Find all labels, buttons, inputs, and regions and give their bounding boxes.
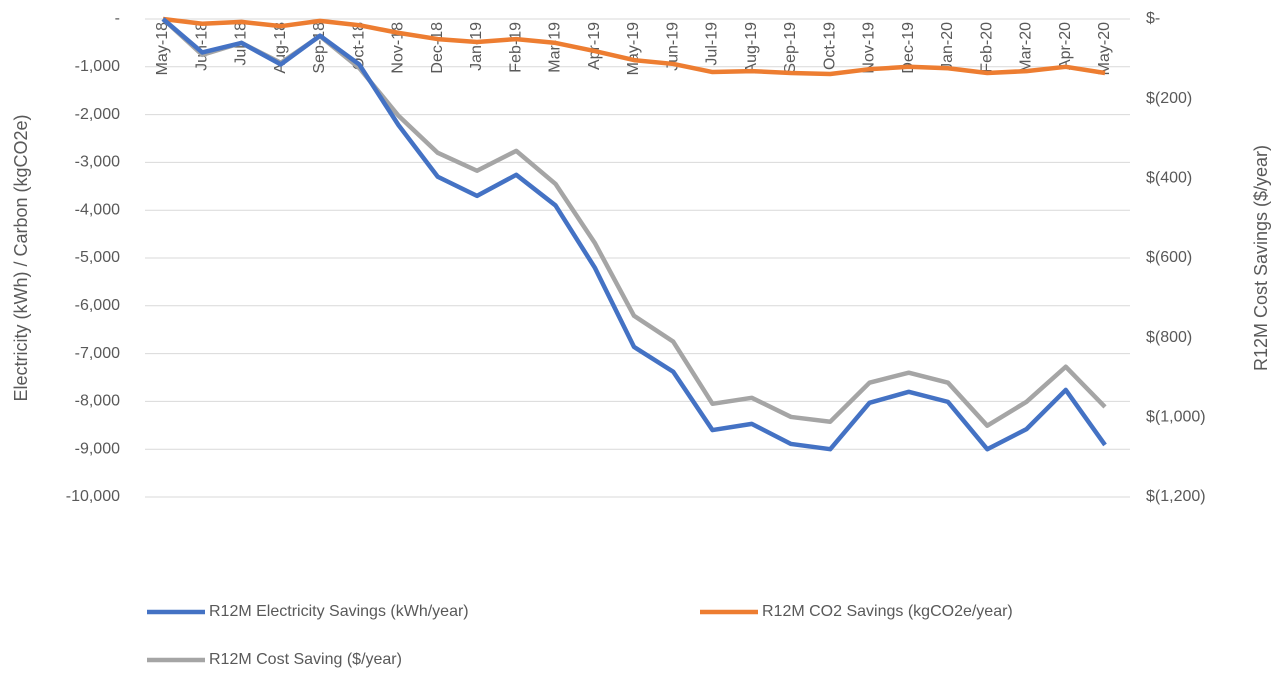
y2-tick-label: $(600) xyxy=(1146,249,1192,266)
y2-tick-label: $(1,000) xyxy=(1146,409,1206,426)
x-tick-label: Oct-19 xyxy=(821,22,838,70)
x-tick-label: Jul-19 xyxy=(704,22,721,66)
x-tick-label: Feb-19 xyxy=(507,22,524,73)
x-tick-label: Sep-19 xyxy=(782,22,799,74)
y-tick-label: -4,000 xyxy=(75,201,120,218)
x-tick-label: Apr-20 xyxy=(1057,22,1074,70)
x-tick-label: Jun-19 xyxy=(664,22,681,71)
y2-tick-label: $- xyxy=(1146,10,1160,27)
x-tick-label: Apr-19 xyxy=(586,22,603,70)
y2-tick-label: $(800) xyxy=(1146,329,1192,346)
x-tick-label: May-19 xyxy=(625,22,642,75)
y-tick-label: -5,000 xyxy=(75,249,120,266)
x-tick-label: Feb-20 xyxy=(978,22,995,73)
x-tick-label: Mar-19 xyxy=(547,22,564,73)
y-tick-label: -3,000 xyxy=(75,154,120,171)
x-tick-label: Jan-20 xyxy=(939,22,956,71)
y-axis-title: Electricity (kWh) / Carbon (kgCO2e) xyxy=(11,114,31,401)
x-tick-label: May-20 xyxy=(1096,22,1113,75)
y-tick-label: -1,000 xyxy=(75,58,120,75)
series-line xyxy=(162,16,1106,77)
y-tick-label: -2,000 xyxy=(75,106,120,123)
x-tick-label: Nov-19 xyxy=(861,22,878,74)
series-line xyxy=(161,17,1107,428)
x-tick-label: Jan-19 xyxy=(468,22,485,71)
y2-axis-title: R12M Cost Savings ($/year) xyxy=(1251,145,1271,371)
series-line xyxy=(161,17,1107,452)
y2-tick-label: $(1,200) xyxy=(1146,488,1206,505)
x-tick-label: Dec-18 xyxy=(429,22,446,74)
y2-tick-label: $(200) xyxy=(1146,90,1192,107)
legend-label: R12M Cost Saving ($/year) xyxy=(209,651,402,668)
x-tick-label: Sep-18 xyxy=(311,22,328,74)
x-tick-label: Aug-19 xyxy=(743,22,760,74)
x-tick-label: Mar-20 xyxy=(1018,22,1035,73)
y-tick-label: -7,000 xyxy=(75,345,120,362)
x-tick-label: May-18 xyxy=(154,22,171,75)
y-tick-label: -8,000 xyxy=(75,393,120,410)
y2-tick-label: $(400) xyxy=(1146,170,1192,187)
x-tick-label: Oct-18 xyxy=(350,22,367,70)
y-tick-label: - xyxy=(115,10,120,27)
x-tick-label: Dec-19 xyxy=(900,22,917,74)
y-tick-label: -6,000 xyxy=(75,297,120,314)
legend-label: R12M Electricity Savings (kWh/year) xyxy=(209,603,469,620)
legend-label: R12M CO2 Savings (kgCO2e/year) xyxy=(762,603,1013,620)
y-tick-label: -9,000 xyxy=(75,440,120,457)
y-tick-label: -10,000 xyxy=(66,488,120,505)
x-tick-label: Jun-18 xyxy=(193,22,210,71)
